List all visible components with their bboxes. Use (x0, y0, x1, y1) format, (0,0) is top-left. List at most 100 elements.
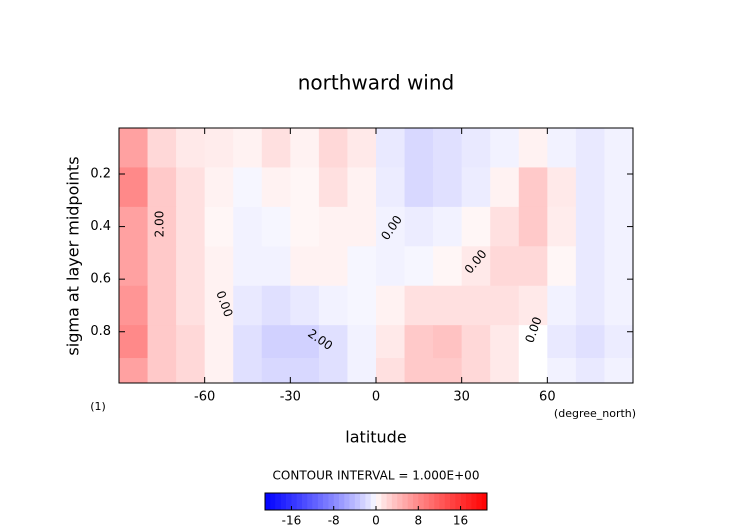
colorbar-swatch (439, 493, 446, 510)
field-cell (261, 325, 291, 359)
colorbar-tick-label: 0 (372, 514, 380, 528)
field-cell (347, 128, 377, 168)
field-cell (290, 358, 320, 384)
field-cell (376, 325, 406, 359)
field-cell (490, 285, 520, 326)
colorbar-swatch (365, 493, 372, 510)
field-cell (575, 206, 605, 247)
field-cell (575, 325, 605, 359)
colorbar-swatch (323, 493, 329, 510)
field-cell (233, 206, 263, 247)
field-cell (575, 285, 605, 326)
colorbar-swatch (386, 493, 393, 510)
field-cell (261, 285, 291, 326)
field-cell (461, 128, 491, 168)
field-cell (376, 167, 406, 208)
field-cell (261, 206, 291, 247)
field-cell (261, 246, 291, 287)
field-cell (404, 325, 434, 359)
colorbar-swatch (407, 493, 414, 510)
colorbar-swatch (286, 493, 292, 510)
field-cell (518, 128, 548, 168)
field-cell (376, 206, 406, 247)
field-cell (176, 206, 206, 247)
x-tick-label: 0 (372, 390, 380, 405)
colorbar-swatch (328, 493, 335, 510)
colorbar-swatch (450, 493, 456, 510)
field-cell (461, 358, 491, 384)
colorbar-swatch (471, 493, 477, 510)
colorbar-swatch (280, 493, 287, 510)
colorbar-swatch (360, 493, 366, 510)
field-cell (433, 167, 463, 208)
field-cell (261, 358, 291, 384)
field-cell (318, 285, 348, 326)
field-cell (290, 285, 320, 326)
field-cell (204, 206, 234, 247)
field-cell (318, 128, 348, 168)
field-cell (547, 167, 577, 208)
field-cell (518, 358, 548, 384)
field-cell (404, 128, 434, 168)
field-cell (461, 246, 491, 287)
field-cell (518, 285, 548, 326)
field-cell (461, 206, 491, 247)
colorbar-tick-label: 16 (453, 514, 468, 528)
field-cell (547, 246, 577, 287)
field-cell (490, 128, 520, 168)
field-cell (147, 128, 177, 168)
colorbar-swatch (460, 493, 467, 510)
y-tick-label: 0.6 (90, 272, 111, 287)
field-cell (119, 325, 149, 359)
field-cell (147, 167, 177, 208)
field-cell (176, 128, 206, 168)
field-cell (347, 167, 377, 208)
colorbar-swatch (476, 493, 483, 510)
field-cell (347, 246, 377, 287)
field-cell (490, 206, 520, 247)
field-cell (433, 325, 463, 359)
colorbar-swatch (354, 493, 361, 510)
colorbar-swatch (397, 493, 403, 510)
field-cell (575, 167, 605, 208)
colorbar-tick-label: -8 (328, 514, 340, 528)
colorbar-swatch (413, 493, 419, 510)
field-cell (404, 246, 434, 287)
field-cell (233, 246, 263, 287)
field-cell (376, 246, 406, 287)
field-cell (547, 325, 577, 359)
field-cell (433, 246, 463, 287)
field-cell (604, 358, 634, 384)
field-cell (461, 325, 491, 359)
field-cell (204, 128, 234, 168)
field-cell (347, 325, 377, 359)
field-cell (147, 358, 177, 384)
colorbar-swatch (302, 493, 308, 510)
field-cell (233, 325, 263, 359)
colorbar-swatch (391, 493, 398, 510)
colorbar-swatch (481, 493, 488, 510)
colorbar-swatch (307, 493, 313, 510)
field-cell (233, 128, 263, 168)
field-cell (290, 128, 320, 168)
field-cell (261, 167, 291, 208)
field-cell (233, 358, 263, 384)
field-cell (404, 167, 434, 208)
field-cell (404, 206, 434, 247)
field-cell (518, 167, 548, 208)
field-cell (233, 167, 263, 208)
y-tick-label: 0.8 (90, 324, 111, 339)
colorbar-swatch (418, 493, 424, 510)
colorbar-swatch (296, 493, 303, 510)
colorbar-tick-label: 8 (414, 514, 422, 528)
colorbar-swatch (444, 493, 451, 510)
field-cell (290, 246, 320, 287)
field-cell (518, 325, 548, 359)
field-cell (318, 358, 348, 384)
footnote: CONTOUR INTERVAL = 1.000E+00 (273, 469, 480, 483)
field-cell (376, 285, 406, 326)
x-axis-unit: (degree_north) (554, 407, 636, 420)
field-cell (461, 285, 491, 326)
field-cell (176, 358, 206, 384)
